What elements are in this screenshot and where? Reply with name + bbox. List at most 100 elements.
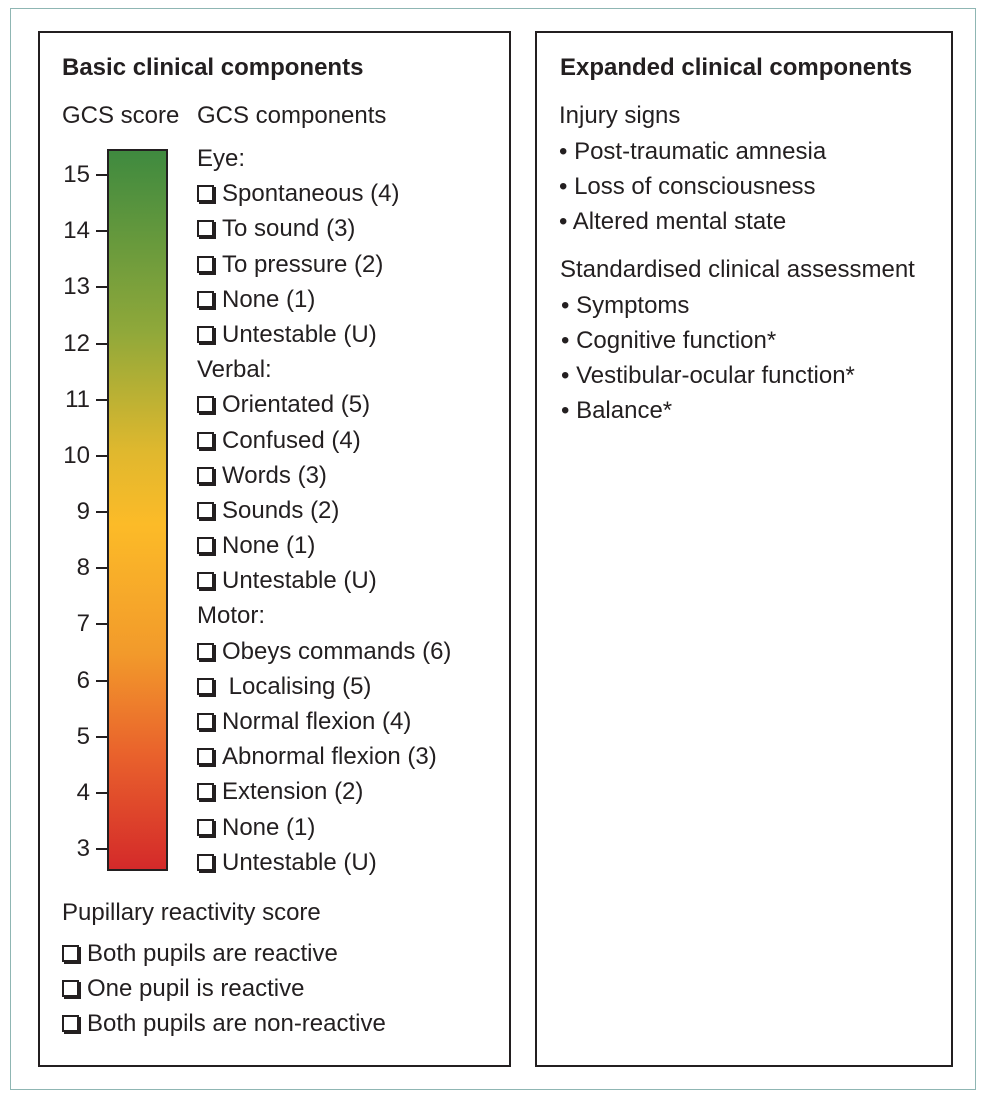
score-tick-label: 15 xyxy=(63,161,90,188)
checkbox-label: Orientated (5) xyxy=(222,391,371,419)
basic-components-title: Basic clinical components xyxy=(62,54,364,81)
score-tick-label: 3 xyxy=(76,835,90,862)
checkbox-label: One pupil is reactive xyxy=(87,975,305,1002)
score-tick-label: 12 xyxy=(63,329,90,357)
pupillary-item: Both pupils are reactive xyxy=(62,936,386,971)
outer-frame xyxy=(10,8,976,1090)
checkbox-label: Both pupils are non-reactive xyxy=(87,1010,386,1037)
checkbox-label: Untestable (U) xyxy=(222,848,377,876)
gcs-component-item: Untestable (U) xyxy=(197,845,451,880)
score-tick-label: 6 xyxy=(76,666,90,694)
gcs-component-item: Abnormal flexion (3) xyxy=(197,739,451,774)
injury-sign-item: • Altered mental state xyxy=(559,208,787,235)
score-tick xyxy=(96,735,107,738)
clinical-assessment-list: • Symptoms • Cognitive function* • Vestibu… xyxy=(561,288,855,428)
checkbox-icon xyxy=(62,1015,79,1032)
score-tick xyxy=(96,511,107,513)
gcs-component-item: Untestable (U) xyxy=(197,563,451,598)
checkbox-icon xyxy=(197,748,214,766)
checkbox-label: None (1) xyxy=(222,532,316,560)
pupillary-item: One pupil is reactive xyxy=(62,971,386,1006)
gcs-component-item: Extension (2) xyxy=(197,774,451,809)
checkbox-label: Untestable (U) xyxy=(222,567,377,595)
score-tick-label: 14 xyxy=(63,217,90,245)
gcs-component-item: Sounds (2) xyxy=(197,493,451,528)
injury-sign-item: • Post-traumatic amnesia xyxy=(559,138,827,165)
gcs-section-heading: Eye: xyxy=(197,145,246,172)
checkbox-icon xyxy=(197,466,214,484)
checkbox-label: Localising (5) xyxy=(222,672,372,700)
gcs-components-list: Eye: Spontaneous (4) To sound (3) To pressu… xyxy=(197,141,451,880)
score-tick xyxy=(96,791,107,794)
pupillary-reactivity-label: Pupillary reactivity score xyxy=(62,899,321,926)
gcs-section-heading: Verbal: xyxy=(197,356,272,384)
checkbox-label: Untestable (U) xyxy=(222,320,377,348)
checkbox-icon xyxy=(197,220,214,238)
checkbox-icon xyxy=(197,853,214,871)
checkbox-icon xyxy=(197,290,214,308)
checkbox-icon xyxy=(197,783,214,801)
score-tick xyxy=(96,174,107,176)
checkbox-label: Normal flexion (4) xyxy=(222,708,412,735)
assessment-item: • Cognitive function* xyxy=(561,327,777,354)
checkbox-label: Spontaneous (4) xyxy=(222,180,400,208)
assessment-item: • Symptoms xyxy=(561,292,690,319)
checkbox-label: Obeys commands (6) xyxy=(222,637,452,665)
gcs-score-label: GCS score xyxy=(62,102,180,129)
pupillary-reactivity-list: Both pupils are reactive One pupil is rea… xyxy=(62,936,386,1041)
score-tick xyxy=(96,679,107,682)
checkbox-icon xyxy=(62,945,79,962)
score-tick xyxy=(96,286,107,289)
gcs-component-item: Obeys commands (6) xyxy=(197,634,451,669)
checkbox-label: Both pupils are reactive xyxy=(87,940,338,967)
gcs-component-item: Confused (4) xyxy=(197,423,451,458)
gcs-component-item: Normal flexion (4) xyxy=(197,704,451,739)
gcs-section-heading: Motor: xyxy=(197,602,266,630)
score-tick xyxy=(96,848,107,850)
checkbox-icon xyxy=(197,713,214,730)
score-tick xyxy=(96,342,107,345)
expanded-components-panel xyxy=(535,31,953,1067)
checkbox-icon xyxy=(197,501,214,519)
gcs-component-item: Words (3) xyxy=(197,458,451,493)
pupillary-item: Both pupils are non-reactive xyxy=(62,1006,386,1041)
checkbox-icon xyxy=(197,325,214,343)
score-tick-label: 5 xyxy=(76,722,90,750)
gcs-components-label: GCS components xyxy=(197,102,387,129)
checkbox-icon xyxy=(197,818,214,836)
checkbox-label: Words (3) xyxy=(222,461,327,489)
gcs-component-item: None (1) xyxy=(197,528,451,563)
injury-signs-heading: Injury signs xyxy=(559,102,681,129)
score-tick xyxy=(96,567,107,570)
expanded-components-title: Expanded clinical components xyxy=(560,54,913,81)
score-tick-label: 10 xyxy=(63,441,90,469)
checkbox-icon xyxy=(197,255,214,273)
checkbox-icon xyxy=(197,537,214,555)
gcs-score-color-bar xyxy=(107,149,168,871)
checkbox-icon xyxy=(197,677,214,695)
checkbox-label: To pressure (2) xyxy=(222,250,384,278)
score-tick-label: 13 xyxy=(63,273,90,301)
score-tick-label: 8 xyxy=(76,554,90,582)
gcs-component-item: Untestable (U) xyxy=(197,317,451,352)
checkbox-label: Sounds (2) xyxy=(222,496,340,524)
checkbox-icon xyxy=(197,396,214,414)
clinical-assessment-heading: Standardised clinical assessment xyxy=(560,256,915,283)
score-tick xyxy=(96,230,107,233)
checkbox-icon xyxy=(197,642,214,660)
gcs-component-item: To pressure (2) xyxy=(197,247,451,282)
score-tick-label: 4 xyxy=(76,778,90,806)
score-tick xyxy=(96,398,107,401)
assessment-item: • Balance* xyxy=(561,397,673,424)
checkbox-label: To sound (3) xyxy=(222,215,356,243)
score-tick-label: 11 xyxy=(65,385,90,413)
score-tick-label: 9 xyxy=(76,498,90,525)
gcs-component-item: None (1) xyxy=(197,810,451,845)
gcs-component-item: Localising (5) xyxy=(197,669,451,704)
gcs-component-item: None (1) xyxy=(197,282,451,317)
assessment-item: • Vestibular-ocular function* xyxy=(561,362,855,389)
checkbox-label: Extension (2) xyxy=(222,778,364,806)
injury-signs-list: • Post-traumatic amnesia • Loss of consci… xyxy=(559,134,826,239)
checkbox-label: Abnormal flexion (3) xyxy=(222,743,437,771)
checkbox-icon xyxy=(62,980,79,997)
